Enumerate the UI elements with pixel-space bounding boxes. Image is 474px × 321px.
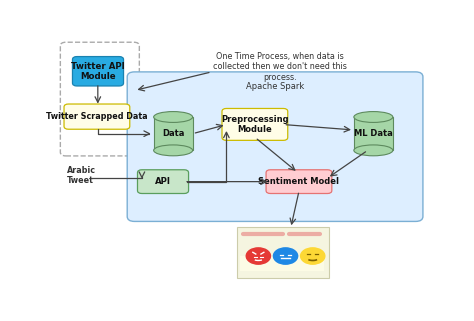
FancyBboxPatch shape bbox=[137, 170, 189, 194]
FancyBboxPatch shape bbox=[222, 108, 288, 140]
FancyBboxPatch shape bbox=[237, 227, 329, 278]
Text: ML Data: ML Data bbox=[354, 129, 393, 138]
FancyBboxPatch shape bbox=[240, 256, 325, 271]
Text: Apache Spark: Apache Spark bbox=[246, 82, 304, 91]
Circle shape bbox=[246, 248, 271, 264]
Ellipse shape bbox=[354, 112, 393, 122]
Text: Sentiment Model: Sentiment Model bbox=[258, 177, 339, 186]
FancyBboxPatch shape bbox=[64, 104, 130, 129]
Text: Preprocessing
Module: Preprocessing Module bbox=[221, 115, 289, 134]
FancyBboxPatch shape bbox=[154, 117, 192, 150]
Text: Arabic
Tweet: Arabic Tweet bbox=[67, 166, 96, 186]
Ellipse shape bbox=[154, 112, 192, 122]
Circle shape bbox=[301, 248, 325, 264]
Circle shape bbox=[273, 248, 298, 264]
Text: API: API bbox=[155, 177, 171, 186]
FancyBboxPatch shape bbox=[127, 72, 423, 221]
FancyBboxPatch shape bbox=[266, 170, 332, 194]
Text: Twitter API
Module: Twitter API Module bbox=[71, 62, 125, 81]
FancyBboxPatch shape bbox=[354, 117, 393, 150]
Text: Data: Data bbox=[162, 129, 184, 138]
FancyBboxPatch shape bbox=[73, 56, 124, 86]
Text: Twitter Scrapped Data: Twitter Scrapped Data bbox=[46, 112, 148, 121]
Ellipse shape bbox=[154, 145, 192, 156]
Ellipse shape bbox=[354, 145, 393, 156]
Text: One Time Process, when data is
collected then we don't need this
process.: One Time Process, when data is collected… bbox=[213, 52, 346, 82]
